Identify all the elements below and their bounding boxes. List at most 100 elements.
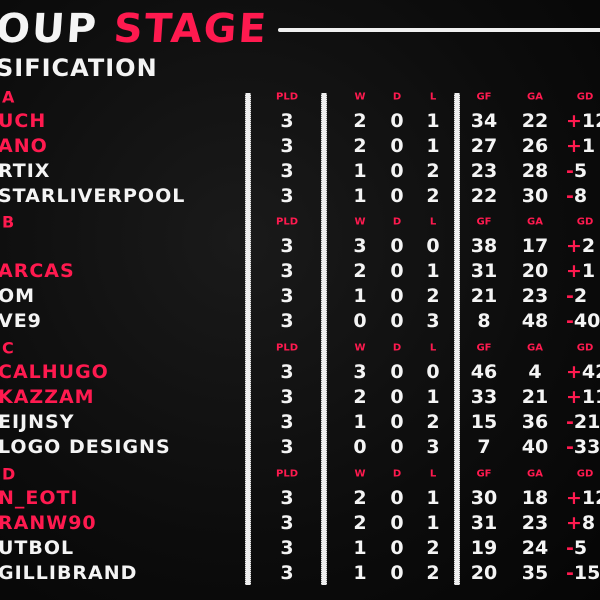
cell-gf: 22 — [470, 185, 498, 207]
cell-gf: 19 — [470, 537, 498, 559]
header-gd: GD — [576, 342, 594, 354]
cell-gd: -5 — [566, 537, 587, 559]
cell-ga: 35 — [521, 562, 549, 584]
cell-gd: +42 — [566, 361, 600, 383]
header-ga: GA — [527, 216, 543, 228]
cell-d: 0 — [390, 537, 404, 559]
cell-ga: 17 — [521, 235, 549, 257]
team-name: GILLIBRAND — [0, 562, 138, 584]
column-divider — [321, 93, 327, 585]
cell-gf: 33 — [470, 386, 498, 408]
gd-sign: + — [566, 235, 582, 257]
team-name: ARCAS — [0, 260, 75, 282]
cell-l: 1 — [426, 110, 440, 132]
cell-pld: 3 — [280, 160, 294, 182]
page-title: OUP STAGE — [0, 6, 269, 52]
cell-ga: 18 — [521, 487, 549, 509]
cell-gd: -15 — [566, 562, 600, 584]
cell-ga: 48 — [521, 310, 549, 332]
cell-gf: 27 — [470, 135, 498, 157]
cell-gd: +1 — [566, 135, 595, 157]
gd-value: 5 — [573, 160, 588, 182]
cell-gf: 21 — [470, 285, 498, 307]
group-label: C — [2, 338, 14, 358]
cell-d: 0 — [390, 562, 404, 584]
cell-gd: +1 — [566, 260, 595, 282]
header-gd: GD — [576, 216, 594, 228]
title-part-1: OUP — [0, 6, 100, 52]
gd-sign: + — [566, 386, 582, 408]
cell-pld: 3 — [280, 260, 294, 282]
team-name: KAZZAM — [0, 386, 95, 408]
header-pld: PLD — [275, 216, 299, 228]
team-name: OM — [0, 285, 36, 307]
cell-d: 0 — [390, 487, 404, 509]
cell-d: 0 — [390, 160, 404, 182]
cell-pld: 3 — [280, 310, 294, 332]
gd-sign: - — [566, 160, 574, 182]
header-l: L — [429, 468, 437, 480]
gd-sign: + — [566, 260, 582, 282]
gd-sign: - — [566, 310, 574, 332]
team-name: ANO — [0, 135, 48, 157]
cell-w: 1 — [353, 411, 367, 433]
group-label: B — [2, 212, 15, 232]
cell-gf: 34 — [470, 110, 498, 132]
cell-d: 0 — [390, 436, 404, 458]
header-gf: GF — [476, 216, 492, 228]
cell-w: 1 — [353, 185, 367, 207]
cell-w: 3 — [353, 235, 367, 257]
header-d: D — [392, 342, 402, 354]
team-name: UTBOL — [0, 537, 75, 559]
title-underline — [278, 28, 600, 32]
cell-ga: 4 — [528, 361, 542, 383]
gd-sign: - — [566, 285, 574, 307]
subtitle: SIFICATION — [0, 54, 158, 82]
cell-w: 2 — [353, 135, 367, 157]
cell-l: 3 — [426, 310, 440, 332]
gd-value: 15 — [573, 562, 600, 584]
header-w: W — [354, 216, 366, 228]
cell-d: 0 — [390, 110, 404, 132]
cell-gd: -40 — [566, 310, 600, 332]
title-part-2: STAGE — [112, 6, 270, 52]
cell-pld: 3 — [280, 285, 294, 307]
gd-value: 8 — [573, 185, 588, 207]
header-d: D — [392, 468, 402, 480]
cell-pld: 3 — [280, 562, 294, 584]
cell-gd: -5 — [566, 160, 587, 182]
header-ga: GA — [527, 468, 543, 480]
cell-w: 1 — [353, 285, 367, 307]
gd-sign: - — [566, 562, 574, 584]
cell-d: 0 — [390, 260, 404, 282]
header-gd: GD — [576, 468, 594, 480]
gd-sign: + — [566, 361, 582, 383]
cell-l: 2 — [426, 285, 440, 307]
cell-l: 1 — [426, 512, 440, 534]
header-pld: PLD — [275, 468, 299, 480]
cell-w: 0 — [353, 310, 367, 332]
header-pld: PLD — [275, 91, 299, 103]
cell-l: 2 — [426, 160, 440, 182]
cell-gf: 8 — [477, 310, 491, 332]
cell-pld: 3 — [280, 235, 294, 257]
cell-w: 1 — [353, 537, 367, 559]
gd-sign: - — [566, 411, 574, 433]
cell-ga: 20 — [521, 260, 549, 282]
gd-value: 1 — [581, 135, 596, 157]
gd-sign: + — [566, 110, 582, 132]
cell-w: 2 — [353, 487, 367, 509]
team-name: RANW90 — [0, 512, 97, 534]
cell-d: 0 — [390, 285, 404, 307]
group-label: A — [2, 87, 15, 107]
gd-sign: + — [566, 135, 582, 157]
cell-ga: 22 — [521, 110, 549, 132]
team-name: RTIX — [0, 160, 51, 182]
cell-gd: +12 — [566, 110, 600, 132]
header-pld: PLD — [275, 342, 299, 354]
header-gf: GF — [476, 468, 492, 480]
header-w: W — [354, 91, 366, 103]
cell-gd: +2 — [566, 235, 595, 257]
gd-value: 21 — [573, 411, 600, 433]
